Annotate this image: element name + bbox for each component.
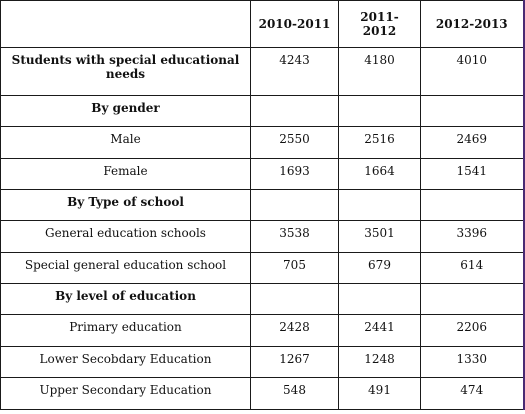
cell-value: 2516	[338, 126, 421, 159]
row-label: Lower Secobdary Education	[0, 346, 251, 378]
row-label: By gender	[0, 95, 251, 127]
cell-value: 474	[420, 377, 524, 410]
cell-value: 3396	[420, 220, 524, 253]
cell-value	[250, 189, 339, 221]
table-row: By level of education	[0, 283, 524, 315]
cell-value: 2206	[420, 314, 524, 347]
cell-value	[338, 283, 421, 315]
cell-value: 1541	[420, 158, 524, 190]
cell-value: 4243	[250, 47, 339, 96]
cell-value	[420, 95, 524, 127]
cell-value: 491	[338, 377, 421, 410]
cell-value	[338, 189, 421, 221]
row-label: Male	[0, 126, 251, 159]
table-row: Students with special educational needs …	[0, 47, 524, 96]
row-label: By Type of school	[0, 189, 251, 221]
row-label: By level of education	[0, 283, 251, 315]
cell-value: 1267	[250, 346, 339, 378]
table-row: Male 2550 2516 2469	[0, 126, 524, 159]
row-label: Primary education	[0, 314, 251, 347]
cell-value: 1693	[250, 158, 339, 190]
cell-value: 3538	[250, 220, 339, 253]
table-row: By gender	[0, 95, 524, 127]
row-label: Female	[0, 158, 251, 190]
cell-value: 4180	[338, 47, 421, 96]
table-row: General education schools 3538 3501 3396	[0, 220, 524, 253]
header-cell-2011-2012: 2011-2012	[338, 0, 421, 48]
cell-value	[338, 95, 421, 127]
cell-value: 4010	[420, 47, 524, 96]
cell-value	[250, 283, 339, 315]
cell-value	[420, 189, 524, 221]
table-row: Lower Secobdary Education 1267 1248 1330	[0, 346, 524, 378]
row-label: Upper Secondary Education	[0, 377, 251, 410]
cell-value: 2550	[250, 126, 339, 159]
header-cell-2010-2011: 2010-2011	[250, 0, 339, 48]
cell-value: 548	[250, 377, 339, 410]
row-label: General education schools	[0, 220, 251, 253]
cell-value: 1664	[338, 158, 421, 190]
cell-value: 705	[250, 252, 339, 284]
cell-value: 1330	[420, 346, 524, 378]
row-label: Special general education school	[0, 252, 251, 284]
table-header-row: 2010-2011 2011-2012 2012-2013	[0, 0, 524, 48]
cell-value: 614	[420, 252, 524, 284]
cell-value	[420, 283, 524, 315]
cell-value: 2428	[250, 314, 339, 347]
table-row: By Type of school	[0, 189, 524, 221]
header-cell-2012-2013: 2012-2013	[420, 0, 524, 48]
cell-value: 2469	[420, 126, 524, 159]
cell-value: 2441	[338, 314, 421, 347]
cell-value: 679	[338, 252, 421, 284]
cell-value: 3501	[338, 220, 421, 253]
row-label: Students with special educational needs	[0, 47, 251, 96]
table-row: Primary education 2428 2441 2206	[0, 314, 524, 347]
table-row: Upper Secondary Education 548 491 474	[0, 377, 524, 410]
cell-value	[250, 95, 339, 127]
table-row: Special general education school 705 679…	[0, 252, 524, 284]
cell-value: 1248	[338, 346, 421, 378]
table-row: Female 1693 1664 1541	[0, 158, 524, 190]
header-cell-empty	[0, 0, 251, 48]
